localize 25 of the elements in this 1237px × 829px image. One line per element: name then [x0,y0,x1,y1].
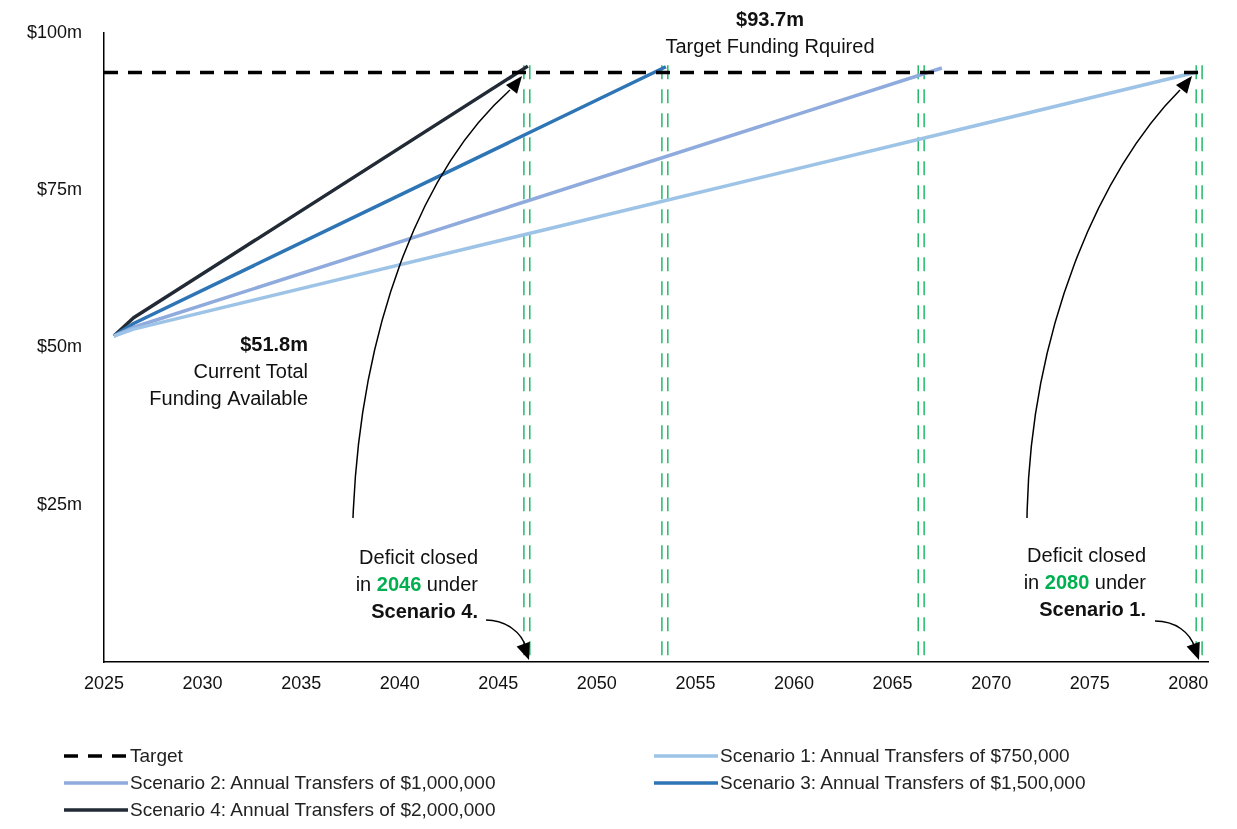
legend-label: Target [130,745,183,767]
legend-label: Scenario 2: Annual Transfers of $1,000,000 [130,772,496,794]
legend-label: Scenario 3: Annual Transfers of $1,500,000 [720,772,1086,794]
y-tick-label: $50m [36,336,82,357]
x-tick-label: 2070 [971,672,1012,693]
y-tick-label: $75m [36,179,82,200]
x-tick-label: 2025 [83,672,125,693]
x-tick-label: 2075 [1069,672,1110,693]
x-tick-label: 2080 [1168,672,1209,693]
x-tick-label: 2055 [675,672,716,693]
y-tick-label: $25m [36,493,82,514]
legend-label: Scenario 1: Annual Transfers of $750,000 [720,745,1070,767]
y-tick-label: $100m [26,21,82,42]
x-tick-label: 2030 [182,672,223,693]
text: $51.8m Current Total Funding Available [149,332,309,409]
x-tick-label: 2050 [576,672,617,693]
x-tick-label: 2035 [281,672,322,693]
text: Deficit closed in 2080 under Scenario 1. [1023,543,1147,620]
x-tick-label: 2040 [379,672,420,693]
x-tick-label: 2065 [872,672,913,693]
legend-label: Scenario 4: Annual Transfers of $2,000,000 [130,799,496,821]
annotation: $93.7m Target Funding Rquired [665,7,875,57]
x-tick-label: 2045 [478,672,519,693]
x-tick-label: 2060 [773,672,815,693]
text: Deficit closed in 2046 under Scenario 4. [355,545,479,622]
